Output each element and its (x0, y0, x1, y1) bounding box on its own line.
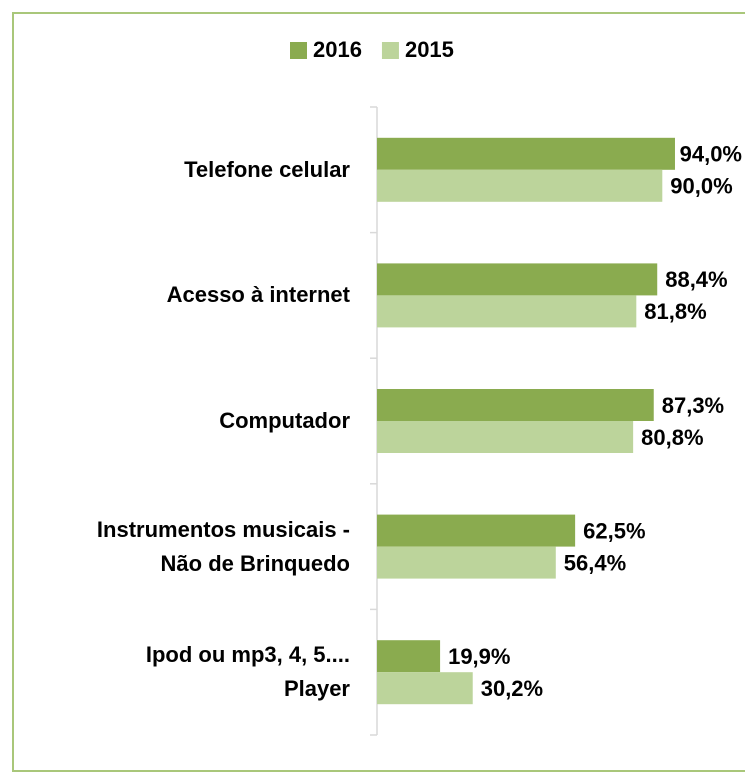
bar (377, 672, 473, 705)
bar (377, 295, 637, 328)
value-label: 62,5% (583, 518, 645, 543)
category-label: Ipod ou mp3, 4, 5.... Player (145, 642, 350, 702)
value-label: 19,9% (448, 644, 510, 669)
value-label: 56,4% (564, 550, 626, 575)
category-label: Instrumentos musicais - Não de Brinquedo (96, 516, 350, 576)
category-label: Computador (219, 408, 350, 433)
legend-swatch (290, 42, 307, 59)
bar (377, 389, 654, 421)
bar (377, 640, 441, 673)
bar (377, 169, 663, 202)
value-label: 80,8% (641, 425, 703, 450)
bar (377, 514, 576, 547)
value-label: 90,0% (670, 174, 732, 199)
legend-swatch (381, 42, 399, 59)
value-label: 30,2% (481, 676, 543, 701)
value-label: 94,0% (680, 142, 742, 167)
category-label: Acesso à internet (166, 282, 350, 308)
legend-label: 2016 (313, 37, 362, 62)
legend-label: 2015 (405, 37, 454, 62)
value-label: 88,4% (665, 267, 727, 292)
value-label: 87,3% (662, 393, 724, 418)
value-label: 81,8% (644, 299, 706, 324)
bar (377, 421, 634, 453)
bar (377, 263, 658, 296)
category-label: Telefone celular (184, 156, 350, 182)
bar (377, 137, 675, 170)
bar (377, 546, 556, 579)
